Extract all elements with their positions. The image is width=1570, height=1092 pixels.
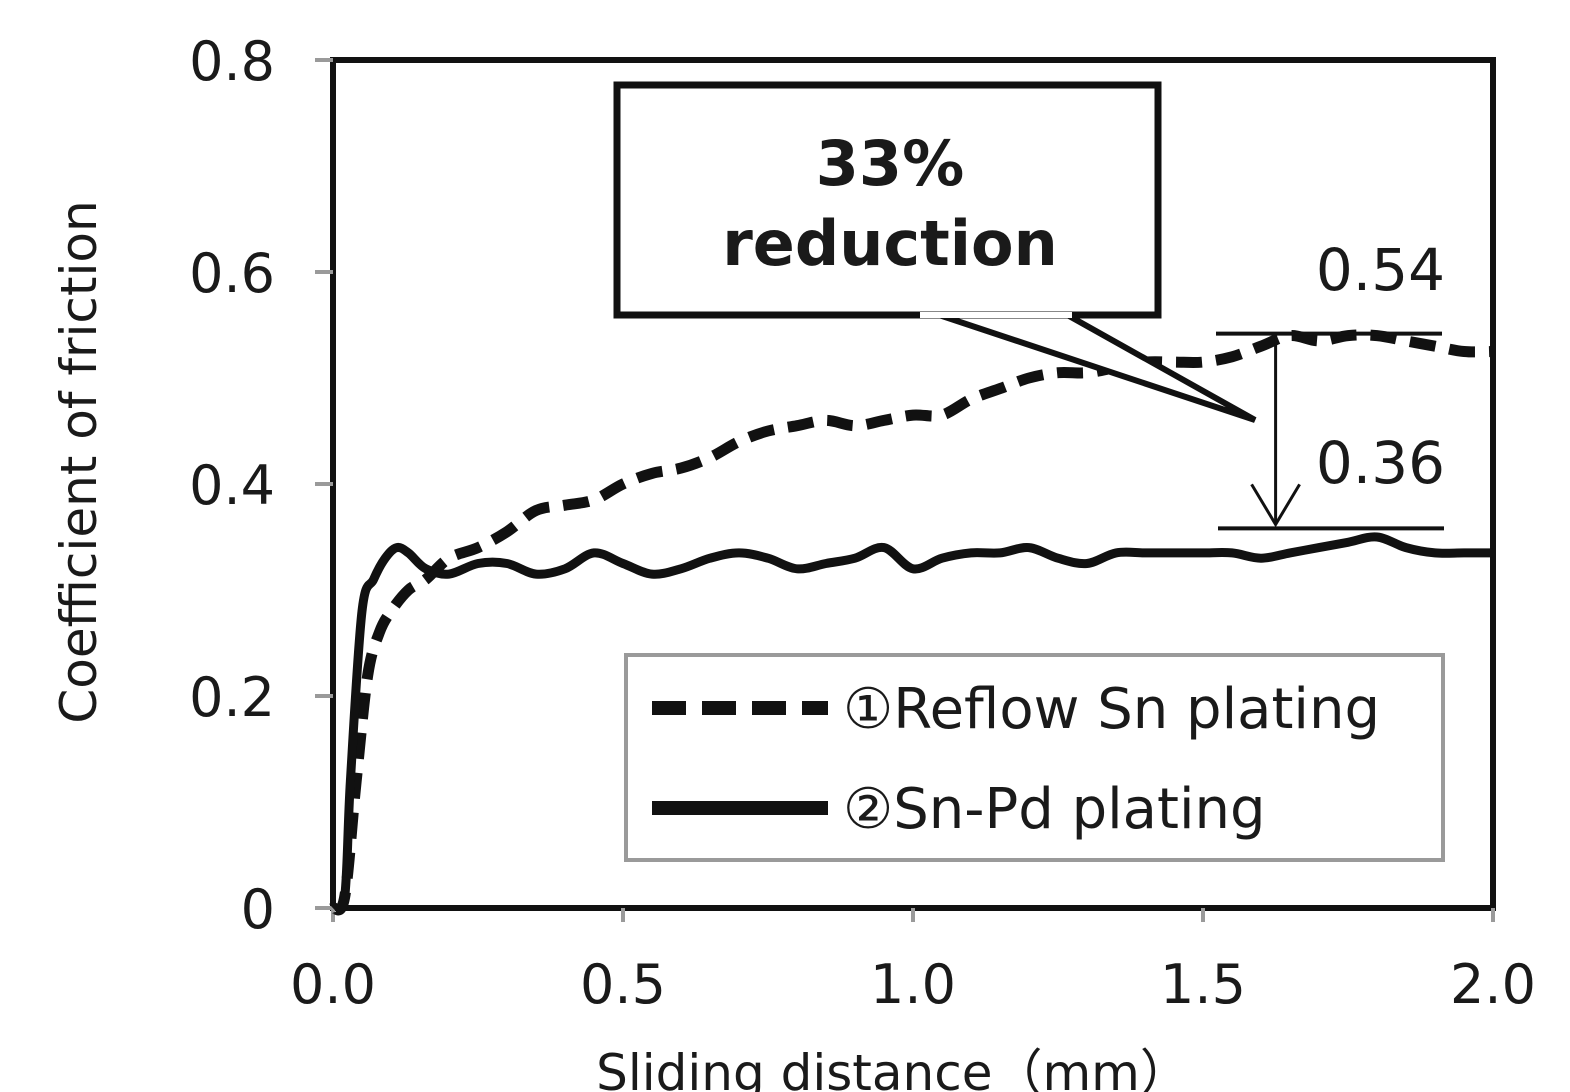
series-reflow-sn-line: [329, 329, 1494, 916]
y-tick-label: 0.8: [189, 30, 275, 93]
x-tick-label: 1.0: [870, 953, 956, 1016]
callout-box: [613, 81, 1162, 319]
x-tick-label: 2.0: [1450, 953, 1536, 1016]
lower-value-label: 0.36: [1316, 429, 1445, 497]
reduction-callout: 33% reduction: [613, 81, 1257, 423]
x-tick-label: 0.0: [290, 953, 376, 1016]
legend-label-reflow: ①Reflow Sn plating: [843, 677, 1380, 742]
y-axis-ticks: 0 0.2 0.4 0.6 0.8: [189, 30, 333, 941]
y-tick-label: 0: [241, 878, 275, 941]
x-axis-title: Sliding distance（mm）: [596, 1044, 1190, 1092]
series-sn-pd-line: [328, 532, 1493, 915]
legend-label-snpd: ②Sn-Pd plating: [843, 777, 1266, 842]
x-axis-ticks: 0.0 0.5 1.0 1.5 2.0: [290, 908, 1536, 1016]
series-layer: [328, 329, 1494, 916]
x-tick-label: 1.5: [1160, 953, 1246, 1016]
x-tick-label: 0.5: [580, 953, 666, 1016]
annotation-layer: [1216, 331, 1444, 531]
upper-value-label: 0.54: [1316, 236, 1445, 304]
y-tick-label: 0.2: [189, 666, 275, 729]
reduction-arrow-head: [1250, 483, 1301, 528]
y-tick-label: 0.4: [189, 454, 275, 517]
legend: ①Reflow Sn plating ②Sn-Pd plating: [624, 653, 1445, 862]
callout-reduction: reduction: [722, 207, 1058, 280]
y-axis-title: Coefficient of friction: [50, 200, 108, 723]
callout-pointer: [929, 309, 1257, 423]
legend-box: [624, 653, 1445, 862]
callout-percent: 33%: [816, 127, 964, 200]
y-tick-label: 0.6: [189, 242, 275, 305]
